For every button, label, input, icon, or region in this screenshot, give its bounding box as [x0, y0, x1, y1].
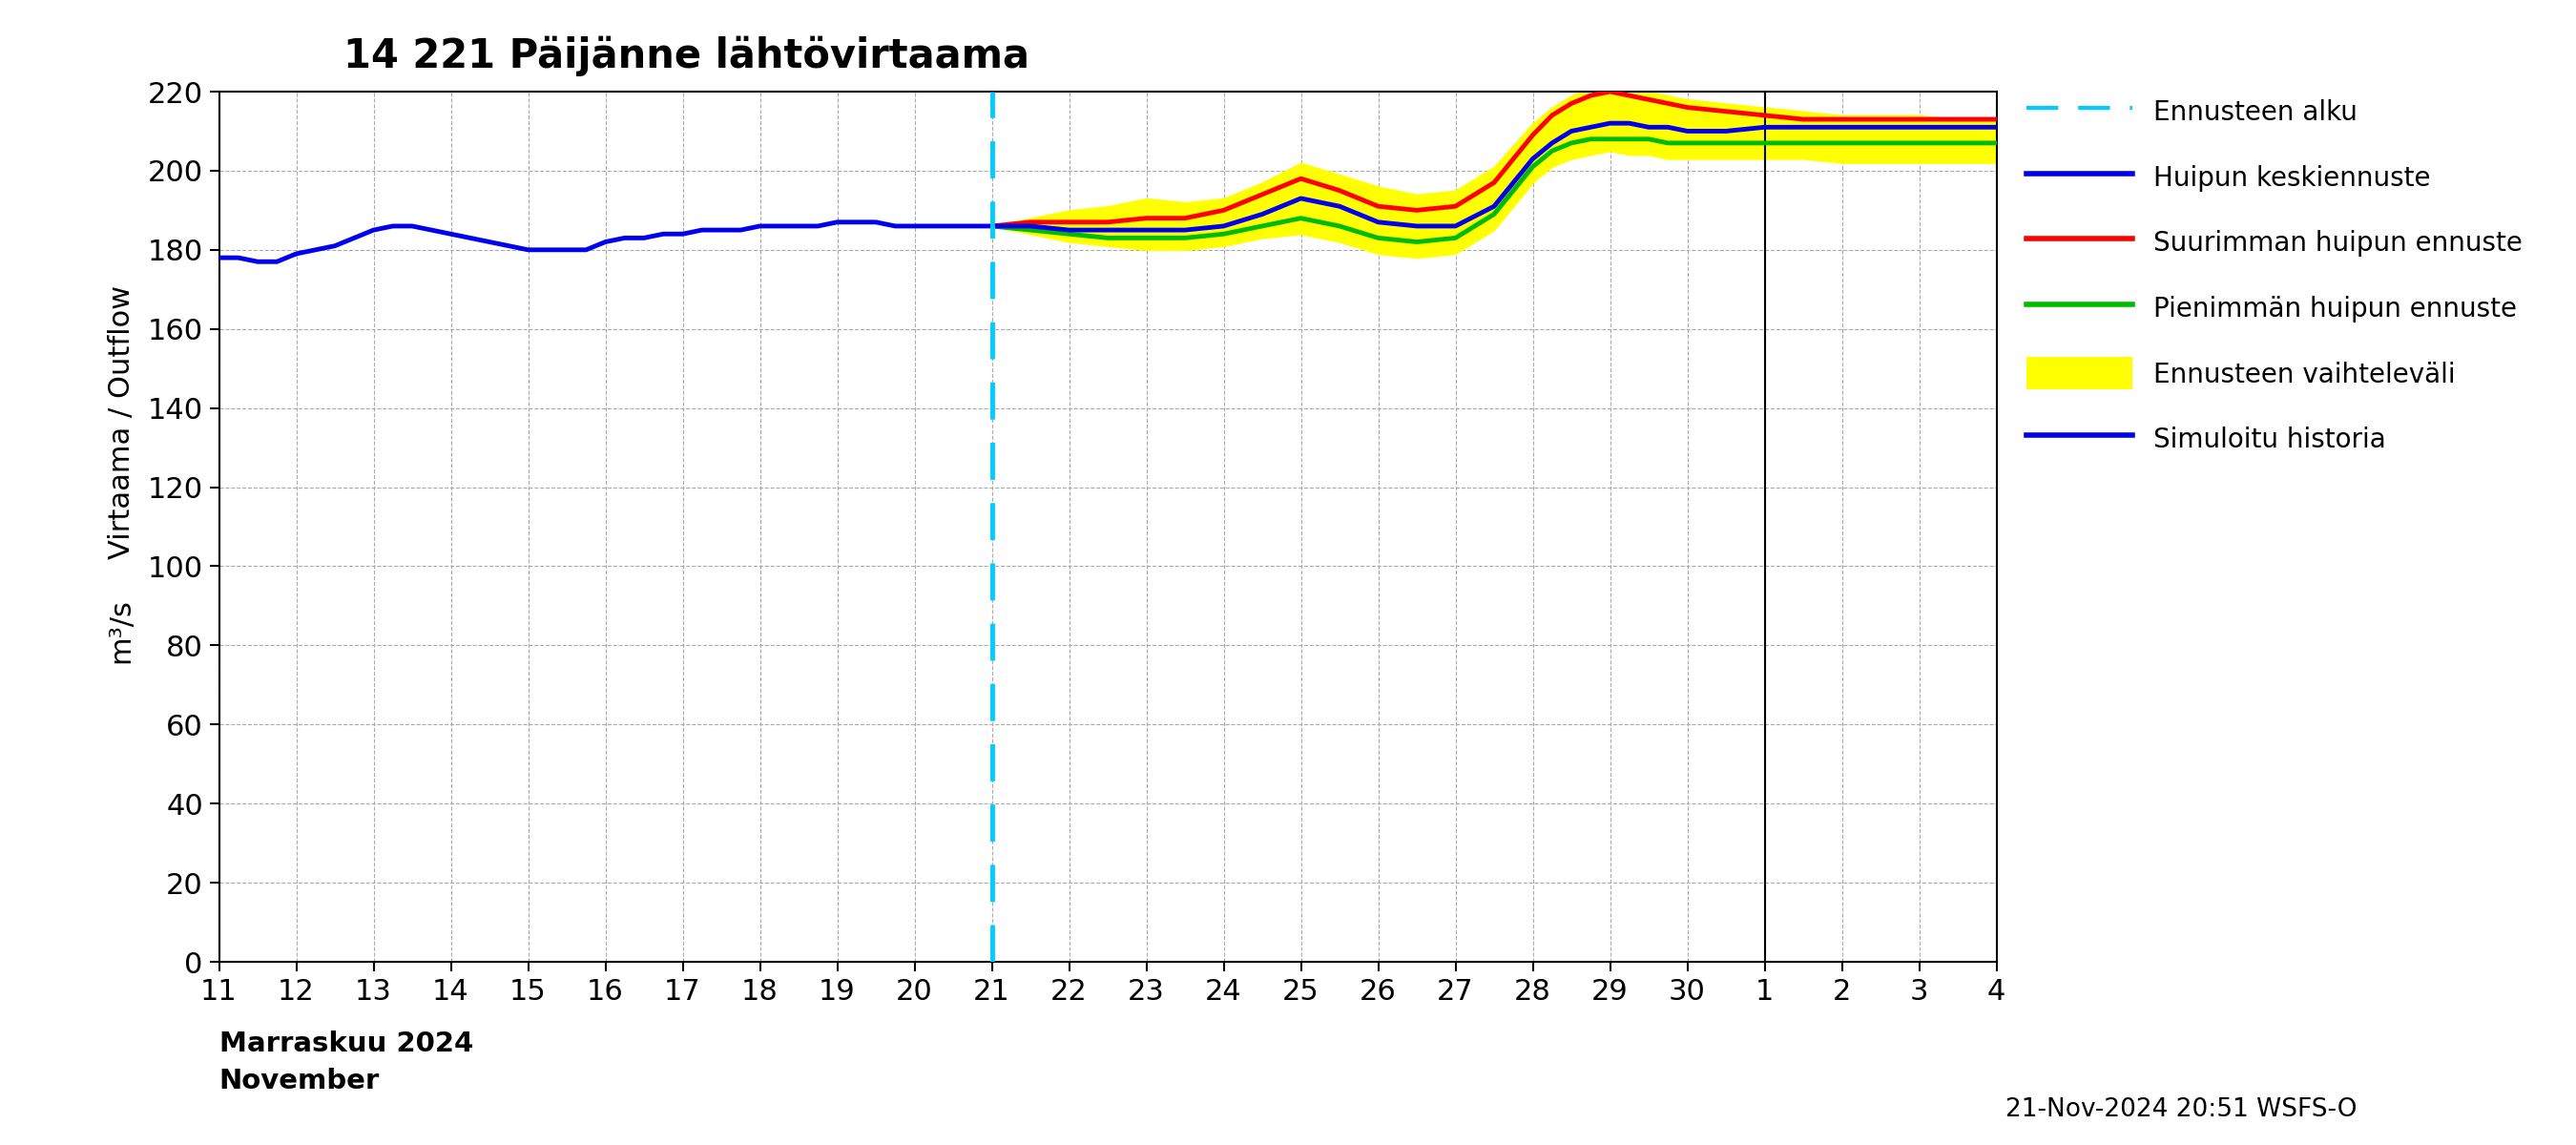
Text: m³/s: m³/s [108, 599, 134, 663]
Text: Marraskuu 2024: Marraskuu 2024 [219, 1030, 474, 1058]
Text: Virtaama / Outflow: Virtaama / Outflow [108, 285, 134, 559]
Legend: Ennusteen alku, Huipun keskiennuste, Suurimman huipun ennuste, Pienimmän huipun : Ennusteen alku, Huipun keskiennuste, Suu… [2020, 87, 2530, 463]
Text: 21-Nov-2024 20:51 WSFS-O: 21-Nov-2024 20:51 WSFS-O [2007, 1097, 2357, 1122]
Text: 14 221 Päijänne lähtövirtaama: 14 221 Päijänne lähtövirtaama [343, 35, 1030, 77]
Text: November: November [219, 1068, 379, 1095]
